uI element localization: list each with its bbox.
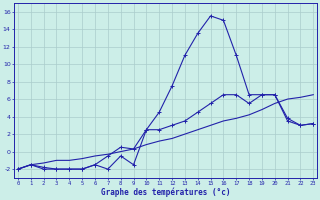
X-axis label: Graphe des températures (°c): Graphe des températures (°c) <box>101 188 230 197</box>
